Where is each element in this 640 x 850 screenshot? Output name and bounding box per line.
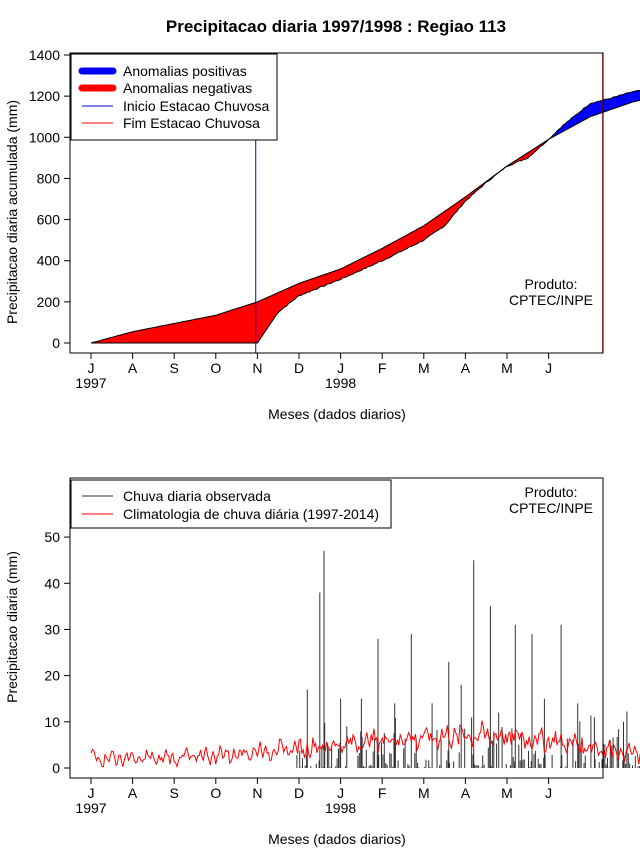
chart2-xtick-label: J — [337, 785, 344, 801]
chart1-ytick-label: 200 — [37, 294, 61, 310]
chart2-ytick-label: 30 — [44, 621, 60, 637]
legend-climatology-label: Climatologia de chuva diária (1997-2014) — [123, 506, 379, 522]
chart1-ytick-label: 1000 — [29, 129, 60, 145]
chart1-xtick-label: N — [252, 360, 262, 376]
chart1-year-label: 1998 — [325, 375, 356, 391]
chart1-annotation-line1: Produto: — [525, 276, 578, 292]
chart1-ytick-label: 600 — [37, 212, 61, 228]
chart-title: Precipitacao diaria 1997/1998 : Regiao 1… — [166, 17, 506, 36]
chart2-xlabel: Meses (dados diarios) — [268, 831, 406, 847]
chart2-plot-frame — [69, 477, 604, 779]
chart1-annotation-line2: CPTEC/INPE — [509, 292, 593, 308]
chart1-xtick-label: O — [210, 360, 221, 376]
chart1-legend: Anomalias positivas Anomalias negativas … — [70, 53, 278, 141]
chart2-ylabel: Precipitacao diaria (mm) — [4, 551, 20, 703]
chart1-ytick-label: 800 — [37, 170, 61, 186]
chart2-annotation-line2: CPTEC/INPE — [509, 500, 593, 516]
chart1-xtick-label: J — [337, 360, 344, 376]
chart2-legend: Chuva diaria observada Climatologia de c… — [70, 479, 392, 529]
chart2-xtick-label: D — [294, 785, 304, 801]
chart1-year-label: 1997 — [75, 375, 106, 391]
legend-positive-label: Anomalias positivas — [123, 63, 247, 79]
chart2-xtick-label: M — [418, 785, 430, 801]
chart2-xtick-label: J — [545, 785, 552, 801]
chart2-annotation-line1: Produto: — [525, 484, 578, 500]
chart1-xtick-label: A — [461, 360, 471, 376]
chart1-xtick-label: J — [88, 360, 95, 376]
chart2-xtick-label: A — [128, 785, 138, 801]
chart1-ytick-label: 400 — [37, 253, 61, 269]
chart2-year-label: 1997 — [75, 800, 106, 816]
chart1-ytick-label: 0 — [52, 335, 60, 351]
chart2-xtick-label: N — [252, 785, 262, 801]
chart1-ytick-label: 1400 — [29, 47, 60, 63]
chart2-ytick-label: 20 — [44, 668, 60, 684]
chart1-ylabel: Precipitacao diaria acumulada (mm) — [4, 100, 20, 324]
chart2-year-label: 1998 — [325, 800, 356, 816]
negative-anomaly-area — [91, 170, 501, 343]
chart2-xtick-label: S — [170, 785, 179, 801]
chart2-xtick-label: J — [88, 785, 95, 801]
chart1-xtick-label: F — [378, 360, 387, 376]
positive-anomaly-area — [548, 90, 640, 140]
chart1-ytick-label: 1200 — [29, 88, 60, 104]
climatology-daily-line — [90, 720, 640, 769]
climatology-cumulative-line — [90, 99, 640, 344]
chart1-xtick-label: M — [501, 360, 513, 376]
chart2-xtick-label: F — [378, 785, 387, 801]
observed-cumulative-line — [91, 89, 640, 344]
legend-negative-label: Anomalias negativas — [123, 80, 252, 96]
chart2-xtick-label: A — [461, 785, 471, 801]
legend-observed-label: Chuva diaria observada — [123, 488, 271, 504]
chart1-xlabel: Meses (dados diarios) — [268, 406, 406, 422]
chart2-xtick-label: O — [210, 785, 221, 801]
chart1-xtick-label: D — [294, 360, 304, 376]
chart1-plot-frame — [69, 52, 604, 354]
legend-start-label: Inicio Estacao Chuvosa — [123, 98, 270, 114]
legend-end-label: Fim Estacao Chuvosa — [123, 115, 260, 131]
chart1-xtick-label: A — [128, 360, 138, 376]
chart1-xtick-label: S — [170, 360, 179, 376]
chart1-xtick-label: M — [418, 360, 430, 376]
chart2-ytick-label: 0 — [52, 760, 60, 776]
chart2-xtick-label: M — [501, 785, 513, 801]
chart2-ytick-label: 50 — [44, 529, 60, 545]
chart2-ytick-label: 10 — [44, 714, 60, 730]
chart2-ytick-label: 40 — [44, 575, 60, 591]
chart1-xtick-label: J — [545, 360, 552, 376]
